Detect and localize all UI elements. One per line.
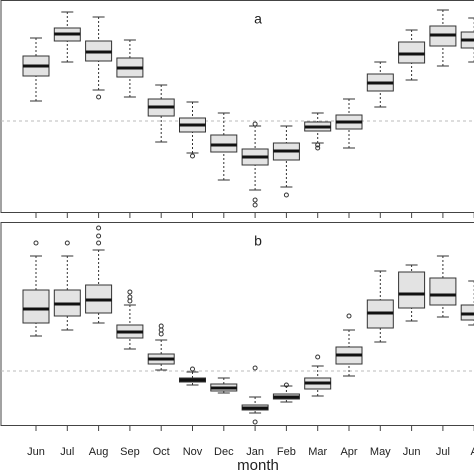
x-tick-label: Jan xyxy=(246,446,264,458)
x-tick-label: Sep xyxy=(120,446,140,458)
outlier xyxy=(252,202,258,208)
outlier xyxy=(346,313,352,319)
x-tick-label: Mar xyxy=(308,446,327,458)
x-tick-label: Dec xyxy=(214,446,234,458)
outlier xyxy=(96,94,102,100)
outlier xyxy=(252,365,258,371)
outlier xyxy=(252,419,258,425)
x-tick-label: Jun xyxy=(27,446,45,458)
outlier xyxy=(190,366,195,372)
outlier xyxy=(158,331,164,337)
outlier xyxy=(190,153,195,159)
outlier xyxy=(96,240,102,246)
outlier xyxy=(96,225,102,231)
x-tick-label: Apr xyxy=(340,446,357,458)
x-tick-label: Jul xyxy=(436,446,450,458)
outlier xyxy=(283,382,289,388)
x-tick-label: May xyxy=(370,446,391,458)
panel-frame xyxy=(0,222,474,426)
outlier xyxy=(33,240,39,246)
x-tick-label: Oct xyxy=(153,446,170,458)
outlier xyxy=(252,197,258,203)
box xyxy=(22,289,50,324)
outlier xyxy=(158,327,164,333)
x-tick-label: Jul xyxy=(60,446,74,458)
outlier xyxy=(127,294,133,300)
outlier xyxy=(127,289,133,295)
outlier xyxy=(283,192,289,198)
panel-label: b xyxy=(254,233,262,249)
box xyxy=(429,277,457,306)
outlier xyxy=(252,121,258,127)
outlier xyxy=(315,354,321,360)
x-axis-label: month xyxy=(237,457,279,474)
x-tick-label: Jun xyxy=(403,446,421,458)
outlier xyxy=(64,240,70,246)
outlier xyxy=(127,298,133,304)
panel-label: a xyxy=(254,11,262,27)
outlier xyxy=(158,323,164,329)
outlier xyxy=(96,233,102,239)
box xyxy=(398,271,426,309)
outlier xyxy=(315,145,321,151)
panel-frame xyxy=(0,0,474,213)
x-tick-label: A xyxy=(471,446,474,458)
x-tick-label: Nov xyxy=(183,446,203,458)
outlier xyxy=(315,142,321,148)
x-tick-label: Aug xyxy=(89,446,109,458)
x-tick-label: Feb xyxy=(277,446,296,458)
